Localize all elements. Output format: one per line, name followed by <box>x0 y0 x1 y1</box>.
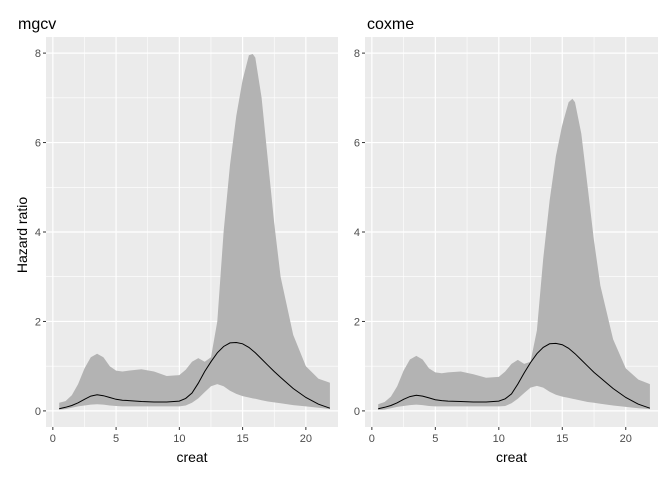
x-tick-label: 5 <box>432 433 438 445</box>
y-tick-label: 6 <box>354 138 360 150</box>
x-tick-label: 15 <box>236 433 248 445</box>
x-tick-label: 10 <box>173 433 185 445</box>
x-tick-label: 10 <box>493 433 505 445</box>
y-tick-label: 8 <box>35 48 41 60</box>
y-tick-label: 0 <box>354 406 360 418</box>
x-axis-label: creat <box>176 449 207 465</box>
panel-title: coxme <box>367 16 414 33</box>
x-tick-label: 20 <box>620 433 632 445</box>
hazard-ratio-line <box>59 341 331 410</box>
y-tick-label: 4 <box>354 227 360 239</box>
x-tick-label: 5 <box>113 433 119 445</box>
y-tick-label: 4 <box>35 227 41 239</box>
panel-mgcv: 0 5 10 15 20 0 2 4 6 8 mgcv creat <box>18 16 338 465</box>
panel-title: mgcv <box>18 16 56 33</box>
confidence-band <box>378 98 650 410</box>
y-tick-label: 8 <box>354 48 360 60</box>
x-tick-label: 20 <box>300 433 312 445</box>
x-tick-label: 0 <box>50 433 56 445</box>
panel-coxme: 0 5 10 15 20 0 2 4 6 8 coxme creat <box>354 16 658 465</box>
x-tick-label: 0 <box>369 433 375 445</box>
y-tick-label: 2 <box>35 316 41 328</box>
y-tick-label: 2 <box>354 316 360 328</box>
x-tick-label: 15 <box>556 433 568 445</box>
confidence-band <box>59 54 330 410</box>
panels: 0 5 10 15 20 0 2 4 6 8 mgcv creat 0 5 10 15 20 0 2 4 6 8 coxme… <box>18 16 658 465</box>
x-axis-label: creat <box>496 449 527 465</box>
y-axis-label: Hazard ratio <box>14 197 30 273</box>
hazard-ratio-line <box>378 342 651 410</box>
y-tick-label: 6 <box>35 138 41 150</box>
y-tick-label: 0 <box>35 406 41 418</box>
